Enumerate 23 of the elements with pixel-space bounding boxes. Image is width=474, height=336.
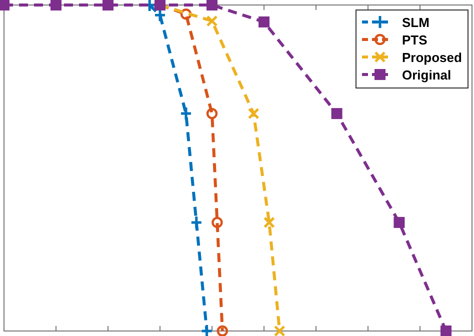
point xyxy=(102,0,114,10)
point xyxy=(394,216,405,228)
point xyxy=(216,325,228,336)
point xyxy=(274,325,286,336)
point xyxy=(248,108,260,120)
point xyxy=(190,215,203,230)
legend-label: PTS xyxy=(402,32,428,48)
point xyxy=(206,15,218,27)
point xyxy=(50,0,62,10)
point xyxy=(331,108,342,120)
point xyxy=(180,8,192,20)
legend-label: Original xyxy=(402,68,452,82)
point xyxy=(263,216,275,228)
point xyxy=(258,16,270,28)
point xyxy=(206,108,218,120)
point xyxy=(206,0,218,10)
point xyxy=(440,326,452,336)
point xyxy=(212,216,223,228)
point xyxy=(0,0,10,10)
legend-label: SLM xyxy=(402,15,430,30)
point xyxy=(180,106,192,121)
legend-label: Proposed xyxy=(402,50,462,65)
point xyxy=(200,324,214,336)
